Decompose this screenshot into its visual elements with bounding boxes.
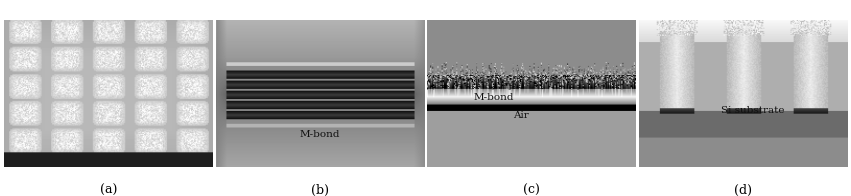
Text: (b): (b): [311, 184, 328, 196]
Text: Si substrate: Si substrate: [722, 106, 785, 115]
Text: (c): (c): [523, 184, 540, 196]
Text: (d): (d): [734, 184, 751, 196]
Text: Air: Air: [513, 111, 528, 120]
Text: (a): (a): [100, 184, 117, 196]
Text: M-bond: M-bond: [473, 93, 514, 102]
Text: M-bond: M-bond: [300, 130, 340, 139]
